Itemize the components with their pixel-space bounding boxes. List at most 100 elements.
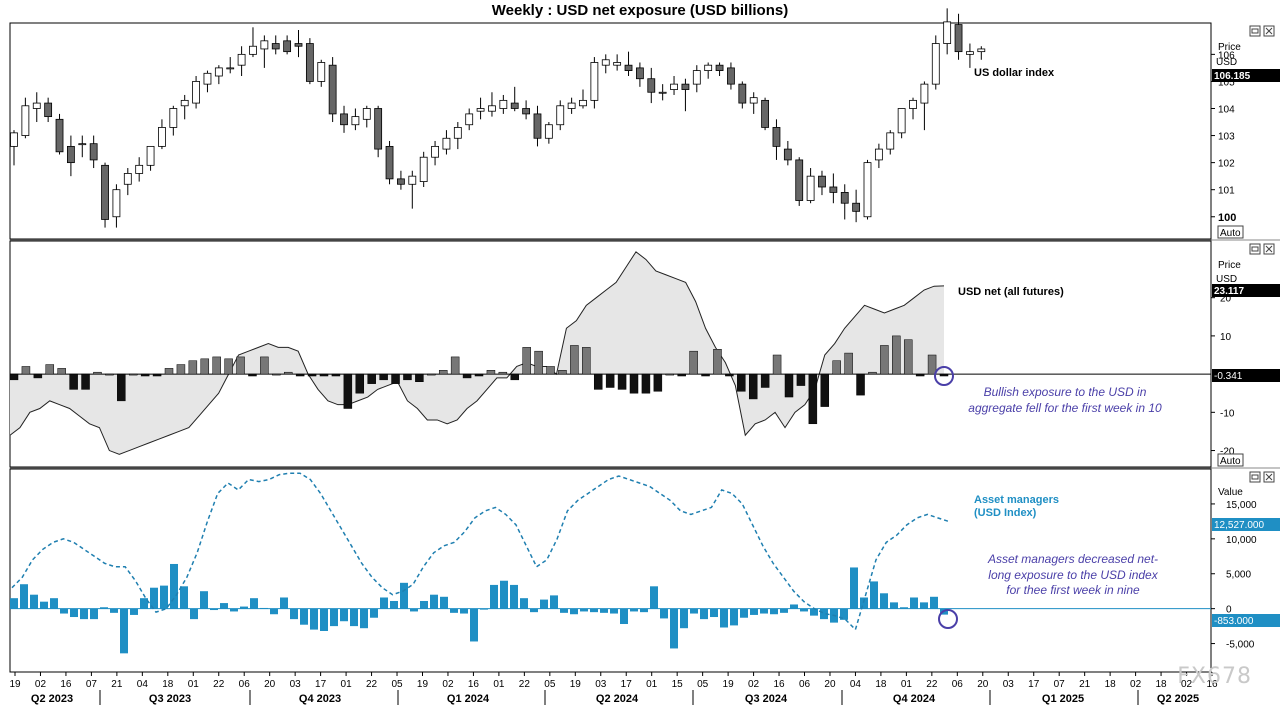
x-day-tick-label: 02	[748, 679, 760, 690]
asset-bar	[670, 608, 678, 649]
net-bar	[939, 373, 949, 377]
x-day-tick-label: 16	[773, 679, 785, 690]
dxy-candle-body	[101, 164, 109, 220]
x-day-tick-label: 17	[315, 679, 327, 690]
asset-bar	[920, 602, 928, 609]
net-window-buttons[interactable]	[1249, 243, 1275, 255]
asset-bar	[370, 608, 378, 618]
asset-bar	[130, 608, 138, 615]
dxy-candle-body	[203, 72, 212, 85]
net-bar	[140, 373, 150, 377]
net-bar	[331, 373, 341, 377]
asset-y-tick-label: 15,000	[1226, 500, 1257, 511]
dxy-candle-body	[738, 83, 747, 104]
asset-bar	[70, 608, 78, 618]
net-bar	[128, 373, 138, 376]
dxy-candle-body	[340, 113, 348, 126]
asset-bar	[570, 608, 578, 615]
x-quarter-label: Q2 2025	[1157, 693, 1199, 705]
asset-annotation-line2: long exposure to the USD index	[988, 568, 1158, 582]
dxy-candle-body	[681, 83, 690, 90]
asset-bar	[220, 603, 228, 609]
asset-bar	[870, 581, 878, 609]
net-bar	[546, 366, 555, 375]
dxy-candle-body	[260, 40, 269, 50]
asset-bar	[360, 608, 368, 629]
x-day-tick-label: 16	[468, 679, 480, 690]
asset-bar	[850, 567, 858, 609]
asset-bar	[450, 608, 458, 613]
dxy-candle-body	[852, 202, 861, 212]
net-bar	[272, 373, 281, 376]
dxy-candle-body	[931, 43, 940, 85]
net-bar	[570, 345, 579, 375]
asset-bar	[420, 600, 428, 609]
x-day-tick-label: 19	[9, 679, 21, 690]
x-day-tick-label: 05	[544, 679, 556, 690]
x-quarter-label: Q2 2024	[596, 693, 639, 705]
asset-bar	[390, 600, 398, 609]
net-auto-button[interactable]	[1217, 453, 1244, 467]
dxy-y-tick-label: 105	[1218, 77, 1235, 88]
asset-bar	[200, 591, 208, 609]
net-bar	[593, 373, 603, 390]
asset-highlight-circle	[938, 609, 958, 629]
net-bar	[701, 373, 710, 377]
asset-bar	[120, 608, 128, 654]
asset-bar	[470, 608, 478, 642]
asset-bar	[170, 563, 178, 609]
net-bar	[522, 347, 531, 375]
dxy-candle-body	[624, 64, 633, 72]
asset-bar	[350, 608, 358, 627]
x-day-tick-label: 20	[264, 679, 276, 690]
asset-value-header: Value	[1218, 487, 1243, 498]
dxy-panel-frame	[9, 22, 1212, 240]
asset-bar	[800, 608, 808, 612]
x-day-tick-label: 15	[672, 679, 684, 690]
x-day-tick-label: 17	[621, 679, 633, 690]
dxy-candle-body	[408, 175, 417, 185]
asset-bar	[30, 594, 38, 609]
net-bar	[903, 339, 913, 375]
net-bar	[653, 373, 663, 392]
net-bar	[689, 350, 698, 375]
asset-bar	[290, 608, 298, 620]
dxy-candle-body	[362, 108, 371, 120]
net-bar	[45, 364, 55, 375]
asset-bar	[410, 608, 418, 612]
asset-annotation-line3: for thee first week in nine	[1006, 583, 1140, 597]
asset-bar	[40, 601, 48, 609]
x-day-tick-label: 21	[1079, 679, 1091, 690]
dxy-candle-body	[636, 67, 644, 80]
net-bar	[379, 373, 388, 381]
asset-bar	[480, 608, 488, 610]
asset-bar	[50, 598, 58, 609]
dxy-auto-button[interactable]	[1217, 225, 1244, 239]
x-quarter-label: Q4 2024	[893, 693, 936, 705]
dxy-window-buttons[interactable]	[1249, 25, 1275, 37]
dxy-candle-body	[601, 59, 610, 66]
asset-bar	[730, 608, 738, 626]
dxy-candle-body	[55, 118, 64, 153]
dxy-candle-body	[749, 97, 758, 104]
dxy-candle-body	[351, 116, 360, 126]
x-day-tick-label: 22	[366, 679, 378, 690]
asset-bar	[250, 598, 258, 609]
net-annotation-line2: aggregate fell for the first week in 10	[968, 401, 1162, 415]
x-day-tick-label: 01	[493, 679, 505, 690]
watermark: FX678	[1177, 664, 1252, 689]
x-day-tick-label: 06	[952, 679, 964, 690]
net-bar	[105, 373, 114, 376]
net-bar	[69, 373, 78, 390]
net-bar	[498, 371, 508, 375]
asset-bar	[650, 586, 658, 609]
dxy-candle-body	[579, 99, 587, 107]
net-y-tick-label: 20	[1220, 294, 1232, 305]
asset-bar	[490, 584, 498, 609]
net-series	[9, 251, 1211, 455]
net-bar	[81, 373, 90, 390]
net-area-fill	[10, 251, 944, 455]
asset-window-buttons[interactable]	[1249, 471, 1275, 483]
x-day-tick-label: 17	[1028, 679, 1040, 690]
